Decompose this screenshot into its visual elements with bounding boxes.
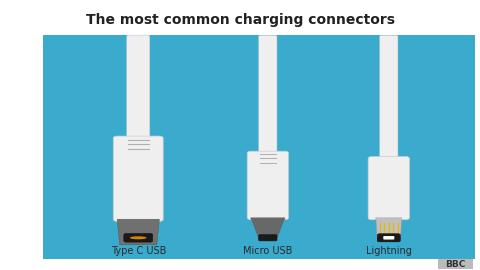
FancyBboxPatch shape [43,35,475,259]
FancyBboxPatch shape [113,136,163,221]
Polygon shape [117,219,159,245]
Text: Micro USB: Micro USB [243,246,292,256]
Text: Type C USB: Type C USB [110,246,166,256]
FancyBboxPatch shape [438,259,473,269]
FancyBboxPatch shape [384,236,395,239]
FancyBboxPatch shape [259,35,277,160]
Text: BBC: BBC [445,260,466,269]
Text: Lightning: Lightning [366,246,412,256]
FancyBboxPatch shape [259,235,277,241]
FancyBboxPatch shape [377,234,400,242]
FancyBboxPatch shape [127,35,150,145]
FancyBboxPatch shape [124,234,153,242]
Text: The most common charging connectors: The most common charging connectors [85,14,395,28]
FancyBboxPatch shape [380,35,398,164]
Polygon shape [376,218,402,237]
FancyBboxPatch shape [368,157,409,220]
FancyBboxPatch shape [247,151,288,220]
Polygon shape [251,218,285,239]
Ellipse shape [130,236,147,239]
